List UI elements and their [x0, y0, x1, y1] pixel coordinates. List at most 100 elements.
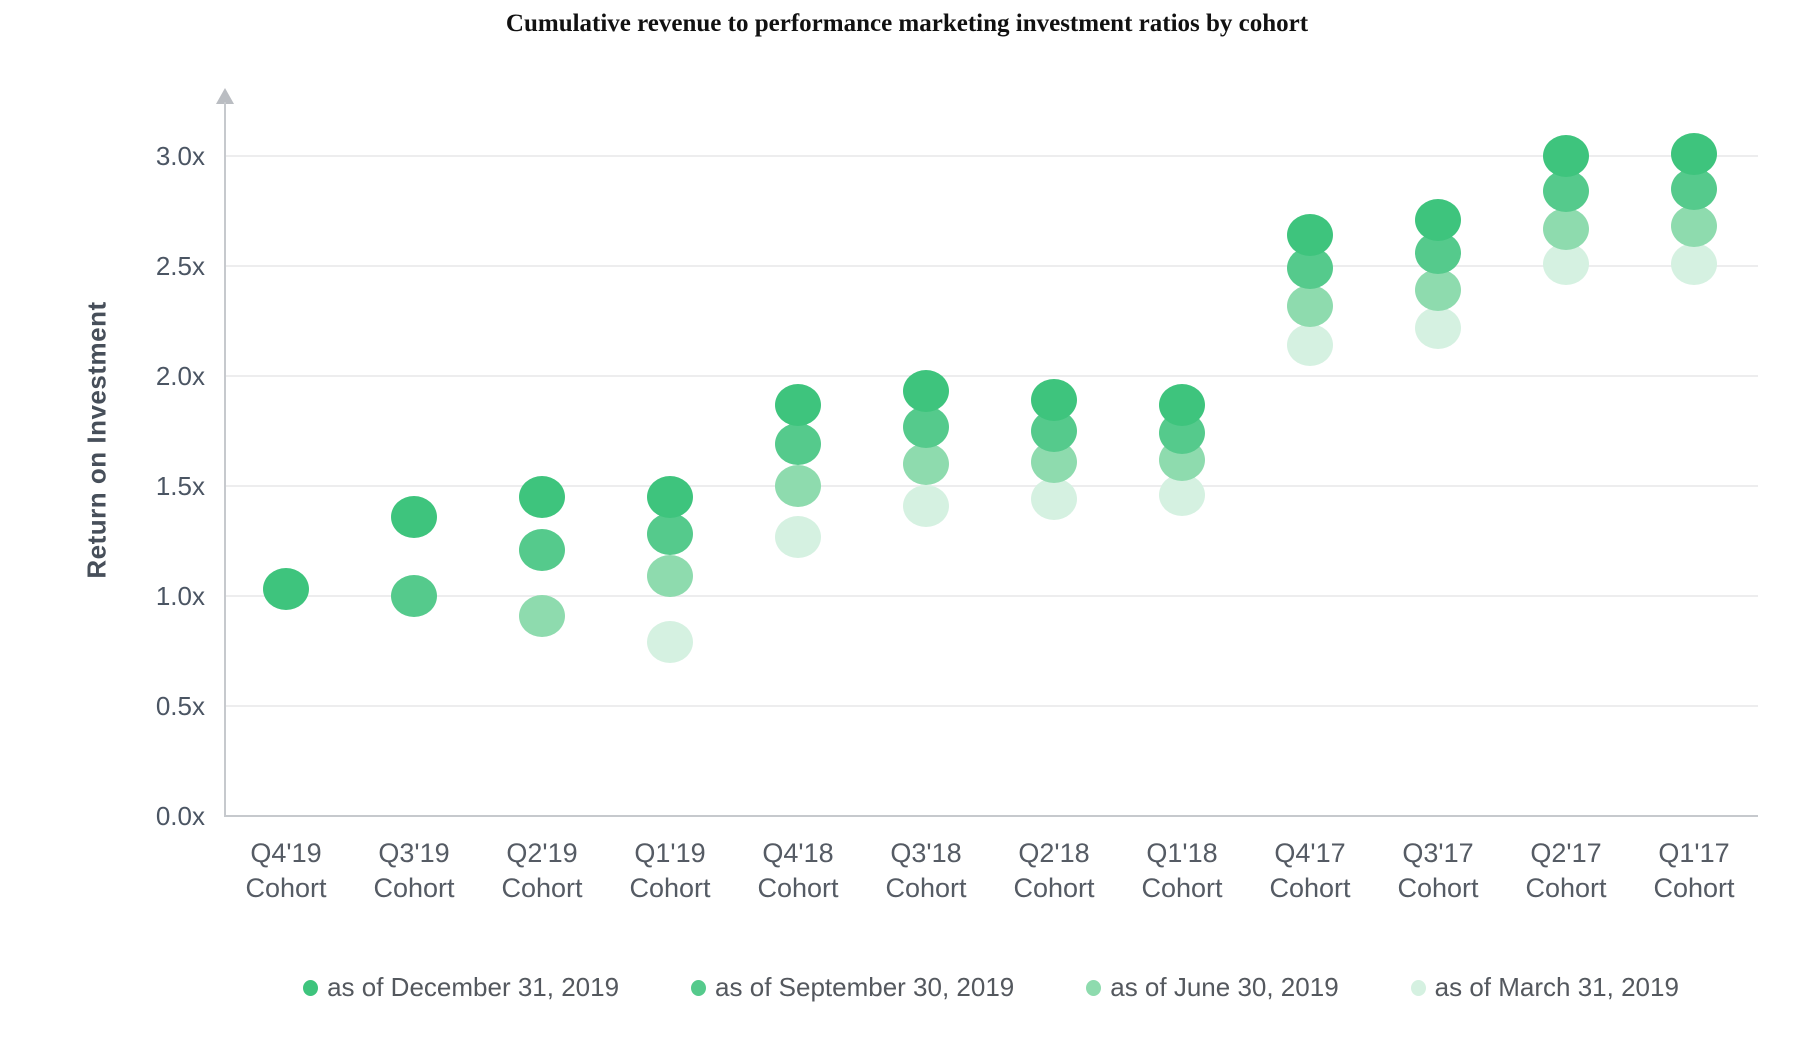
dot-Q1-18-series-3: [1159, 473, 1205, 516]
cohort-quarter: Q2'19: [506, 838, 578, 868]
x-axis-label-Q1-17: Q1'17 Cohort: [1619, 836, 1769, 906]
dot-Q4-18-series-0: [775, 383, 821, 426]
cohort-quarter: Q4'17: [1274, 838, 1346, 868]
gridline-1.5x: [226, 485, 1758, 487]
cohort-quarter: Q2'18: [1018, 838, 1090, 868]
cohort-word: Cohort: [1013, 873, 1095, 903]
dot-Q2-19-series-2: [519, 594, 565, 637]
cohort-word: Cohort: [245, 873, 327, 903]
y-axis-arrow-icon: [216, 88, 234, 104]
x-axis-label-Q4-18: Q4'18 Cohort: [723, 836, 873, 906]
chart-title: Cumulative revenue to performance market…: [505, 10, 1309, 37]
legend-item-3: as of March 31, 2019: [1410, 972, 1679, 1003]
legend-dot-icon: [1410, 979, 1426, 996]
dot-Q2-19-series-0: [519, 476, 565, 518]
dot-Q1-19-series-1: [647, 513, 693, 556]
dot-Q3-17-series-0: [1415, 198, 1461, 241]
dot-Q3-18-series-2: [903, 443, 949, 485]
x-axis-label-Q1-18: Q1'18 Cohort: [1107, 836, 1257, 906]
dot-Q3-18-series-0: [903, 370, 949, 413]
cohort-word: Cohort: [1653, 873, 1735, 903]
dot-Q4-17-series-0: [1287, 214, 1333, 257]
cohort-word: Cohort: [757, 873, 839, 903]
dot-Q1-17-series-0: [1671, 132, 1717, 175]
y-tick-label: 0.0x: [155, 801, 205, 831]
x-axis-label-Q4-19: Q4'19 Cohort: [211, 836, 361, 906]
cohort-word: Cohort: [501, 873, 583, 903]
dot-Q1-19-series-2: [647, 555, 693, 598]
x-axis-label-Q2-19: Q2'19 Cohort: [467, 836, 617, 906]
cohort-word: Cohort: [373, 873, 455, 903]
cohort-word: Cohort: [1141, 873, 1223, 903]
dot-Q2-18-series-3: [1031, 478, 1077, 521]
legend-item-2: as of June 30, 2019: [1086, 972, 1339, 1003]
dot-Q3-19-series-0: [391, 495, 437, 538]
legend-label: as of December 31, 2019: [327, 972, 620, 1002]
cohort-word: Cohort: [1269, 873, 1351, 903]
legend-label: as of September 30, 2019: [715, 972, 1015, 1002]
dot-Q3-18-series-3: [903, 484, 949, 527]
dot-Q4-18-series-2: [775, 465, 821, 507]
cohort-quarter: Q3'19: [378, 838, 450, 868]
y-tick-label: 2.0x: [155, 361, 205, 391]
cohort-quarter: Q1'17: [1658, 838, 1730, 868]
x-axis-label-Q3-17: Q3'17 Cohort: [1363, 836, 1513, 906]
y-tick-label: 0.5x: [155, 691, 205, 721]
cohort-word: Cohort: [885, 873, 967, 903]
dot-Q2-17-series-3: [1543, 242, 1589, 285]
y-tick-label: 1.0x: [155, 581, 205, 611]
legend: as of December 31, 2019 as of September 3…: [224, 972, 1758, 1003]
dot-Q1-17-series-2: [1671, 205, 1717, 248]
dot-Q1-17-series-3: [1671, 242, 1717, 285]
dot-Q1-18-series-0: [1159, 383, 1205, 426]
dot-Q3-18-series-1: [903, 405, 949, 448]
cohort-word: Cohort: [1397, 873, 1479, 903]
cohort-quarter: Q4'18: [762, 838, 834, 868]
legend-dot-icon: [691, 979, 707, 996]
cohort-quarter: Q4'19: [250, 838, 322, 868]
cohort-word: Cohort: [1525, 873, 1607, 903]
gridline-1.0x: [226, 595, 1758, 597]
legend-dot-icon: [303, 979, 319, 996]
dot-Q3-17-series-2: [1415, 269, 1461, 312]
gridline-2.5x: [226, 265, 1758, 267]
dot-Q3-17-series-3: [1415, 306, 1461, 349]
y-axis-line: [224, 102, 226, 816]
dot-Q2-17-series-1: [1543, 170, 1589, 213]
dot-Q4-17-series-3: [1287, 324, 1333, 367]
legend-item-0: as of December 31, 2019: [303, 972, 619, 1003]
cohort-quarter: Q1'18: [1146, 838, 1218, 868]
cohort-quarter: Q2'17: [1530, 838, 1602, 868]
dot-Q4-17-series-2: [1287, 284, 1333, 327]
dot-Q2-18-series-0: [1031, 379, 1077, 422]
gridline-2.0x: [226, 375, 1758, 377]
cohort-quarter: Q1'19: [634, 838, 706, 868]
y-tick-label: 2.5x: [155, 251, 205, 281]
x-axis-baseline: [224, 815, 1758, 817]
y-tick-label: 3.0x: [155, 141, 205, 171]
legend-label: as of March 31, 2019: [1434, 972, 1679, 1002]
dot-Q1-19-series-0: [647, 476, 693, 518]
dot-Q4-18-series-1: [775, 423, 821, 466]
dot-Q1-17-series-1: [1671, 168, 1717, 210]
legend-label: as of June 30, 2019: [1110, 972, 1339, 1002]
gridline-3.0x: [226, 155, 1758, 157]
x-axis-label-Q3-18: Q3'18 Cohort: [851, 836, 1001, 906]
legend-item-1: as of September 30, 2019: [691, 972, 1014, 1003]
dot-Q2-17-series-0: [1543, 135, 1589, 177]
dot-Q4-19-series-0: [263, 568, 309, 611]
cohort-word: Cohort: [629, 873, 711, 903]
y-tick-label: 1.5x: [155, 471, 205, 501]
dot-Q4-18-series-3: [775, 515, 821, 558]
x-axis-label-Q2-17: Q2'17 Cohort: [1491, 836, 1641, 906]
dot-Q1-19-series-3: [647, 621, 693, 664]
cohort-quarter: Q3'17: [1402, 838, 1474, 868]
legend-dot-icon: [1086, 979, 1102, 996]
gridline-0.5x: [226, 705, 1758, 707]
dot-Q2-17-series-2: [1543, 207, 1589, 250]
dot-Q2-19-series-1: [519, 528, 565, 571]
x-axis-label-Q4-17: Q4'17 Cohort: [1235, 836, 1385, 906]
dot-Q3-19-series-1: [391, 575, 437, 617]
cohort-quarter: Q3'18: [890, 838, 962, 868]
